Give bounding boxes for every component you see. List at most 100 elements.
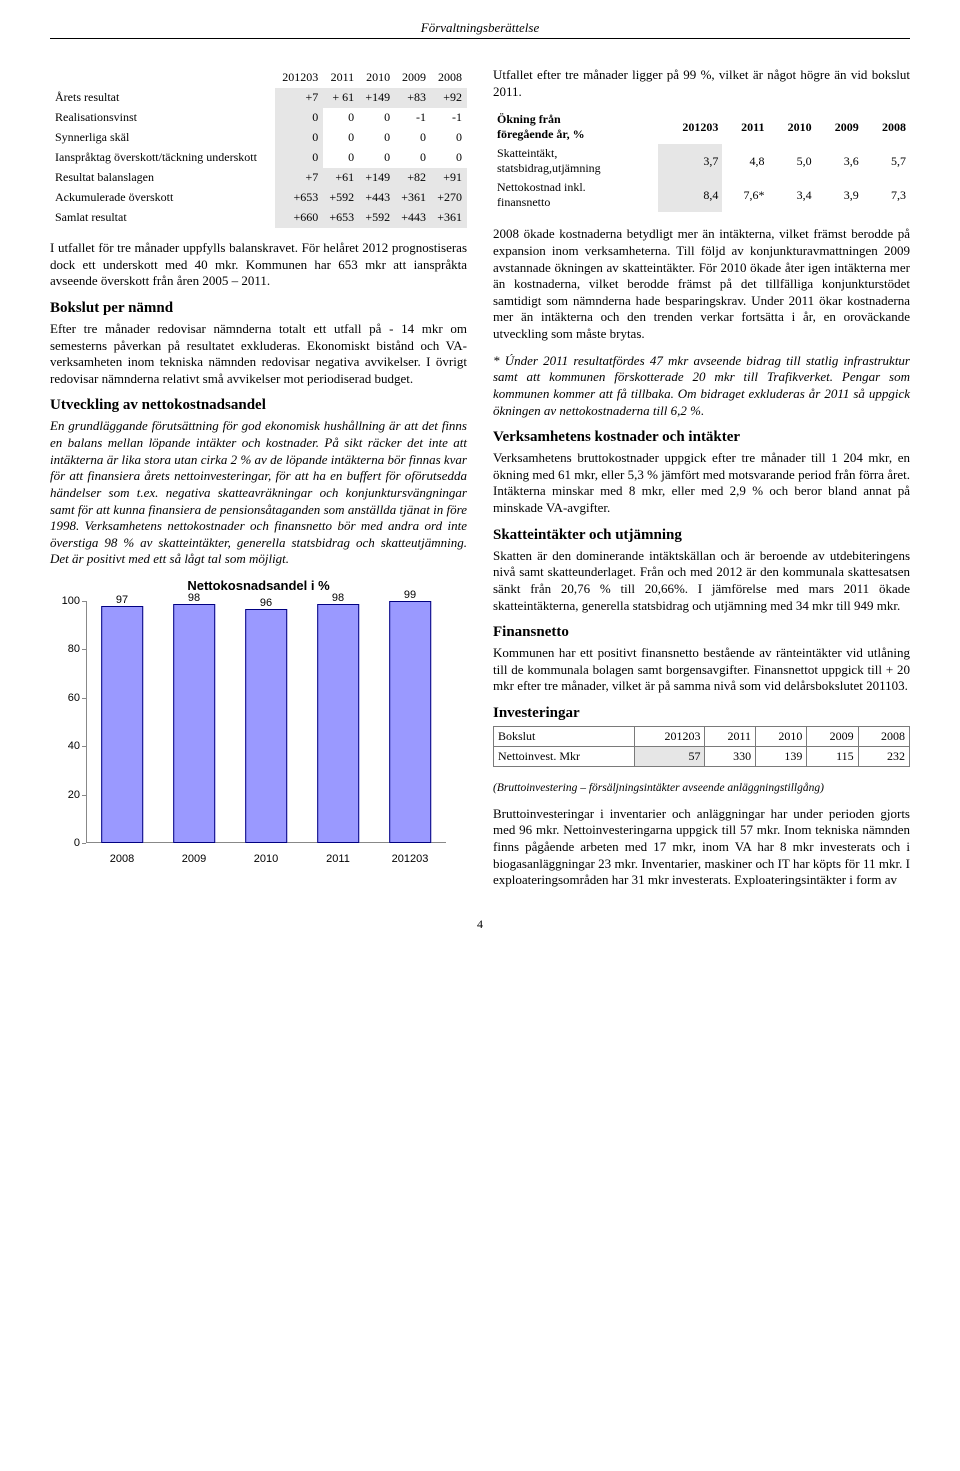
row-label-line: Skatteintäkt, — [497, 146, 557, 160]
cell: +653 — [275, 188, 323, 208]
table-row: Skatteintäkt, statsbidrag,utjämning 3,7 … — [493, 144, 910, 178]
cell: 0 — [323, 148, 359, 168]
paragraph: Bruttoinvesteringar i inventarier och an… — [493, 806, 910, 889]
cell: 7,6* — [722, 178, 768, 212]
bar-chart: 0204060801009720089820099620109820119920… — [50, 597, 450, 867]
row-label: Nettokostnad inkl. finansnetto — [493, 178, 658, 212]
row-label: Årets resultat — [51, 88, 275, 108]
cell: + 61 — [323, 88, 359, 108]
table-row: Årets resultat +7 + 61 +149 +83 +92 — [51, 88, 467, 108]
cell: 3,4 — [769, 178, 816, 212]
col-head: 2010 — [769, 110, 816, 144]
cell: +82 — [395, 168, 431, 188]
head-line1: Ökning från — [497, 112, 561, 126]
bar-value-label: 97 — [116, 594, 128, 606]
growth-table: Ökning från föregående år, % 201203 2011… — [493, 110, 910, 212]
bar — [389, 601, 431, 843]
x-tick-label: 2008 — [110, 853, 134, 865]
col-head: 2008 — [858, 727, 909, 747]
cell: 0 — [431, 128, 467, 148]
cell: 0 — [359, 148, 395, 168]
col-head: 201203 — [635, 727, 705, 747]
cell: -1 — [431, 108, 467, 128]
col-head: 2008 — [431, 68, 467, 88]
x-tick-label: 2009 — [182, 853, 206, 865]
y-tick-label: 60 — [50, 692, 80, 704]
cell: 5,7 — [863, 144, 910, 178]
head-cell: Ökning från föregående år, % — [493, 110, 658, 144]
cell: +270 — [431, 188, 467, 208]
bar — [101, 606, 143, 843]
cell: 0 — [275, 148, 323, 168]
heading-bokslut: Bokslut per nämnd — [50, 300, 467, 317]
paragraph: 2008 ökade kostnaderna betydligt mer än … — [493, 226, 910, 342]
row-label: Skatteintäkt, statsbidrag,utjämning — [493, 144, 658, 178]
y-tick-label: 100 — [50, 595, 80, 607]
col-head: 2010 — [359, 68, 395, 88]
cell: 330 — [705, 747, 756, 767]
head-line2: föregående år, % — [497, 127, 585, 141]
divider — [50, 38, 910, 39]
cell: 0 — [323, 108, 359, 128]
col-head: 2008 — [863, 110, 910, 144]
page: Förvaltningsberättelse 201203 2011 2010 … — [0, 0, 960, 962]
bar-value-label: 96 — [260, 597, 272, 609]
table-note: (Bruttoinvestering – försäljningsintäkte… — [493, 781, 910, 796]
cell: 3,9 — [816, 178, 863, 212]
cell: 8,4 — [658, 178, 723, 212]
cell: 5,0 — [769, 144, 816, 178]
cell: +361 — [395, 188, 431, 208]
cell: 3,7 — [658, 144, 723, 178]
paragraph: Verksamhetens bruttokostnader uppgick ef… — [493, 450, 910, 517]
paragraph: I utfallet för tre månader uppfylls bala… — [50, 240, 467, 290]
table-row: Ackumulerade överskott +653 +592 +443 +3… — [51, 188, 467, 208]
col-head: 2011 — [705, 727, 756, 747]
table-header-row: 201203 2011 2010 2009 2008 — [51, 68, 467, 88]
row-label: Samlat resultat — [51, 208, 275, 228]
col-head: 2009 — [816, 110, 863, 144]
col-head: 2011 — [722, 110, 768, 144]
row-label: Ianspråktag överskott/täckning underskot… — [51, 148, 275, 168]
table-row: Realisationsvinst 0 0 0 -1 -1 — [51, 108, 467, 128]
col-head: 201203 — [658, 110, 723, 144]
table-row: Synnerliga skäl 0 0 0 0 0 — [51, 128, 467, 148]
cell: 3,6 — [816, 144, 863, 178]
heading-investeringar: Investeringar — [493, 705, 910, 722]
invest-table: Bokslut 201203 2011 2010 2009 2008 Netto… — [493, 726, 910, 767]
table-header-row: Ökning från föregående år, % 201203 2011… — [493, 110, 910, 144]
y-tick-label: 0 — [50, 837, 80, 849]
cell: 0 — [275, 108, 323, 128]
paragraph-italic: En grundläggande förutsättning för god e… — [50, 418, 467, 568]
paragraph: Utfallet efter tre månader ligger på 99 … — [493, 67, 910, 100]
paragraph-italic: * Únder 2011 resultatfördes 47 mkr avsee… — [493, 353, 910, 420]
heading-skatte: Skatteintäkter och utjämning — [493, 527, 910, 544]
cell: +7 — [275, 168, 323, 188]
table-row: Resultat balanslagen +7 +61 +149 +82 +91 — [51, 168, 467, 188]
cell: 115 — [807, 747, 858, 767]
table-row: Bokslut 201203 2011 2010 2009 2008 — [494, 727, 910, 747]
col-head: 201203 — [275, 68, 323, 88]
row-label: Bokslut — [494, 727, 635, 747]
cell: +7 — [275, 88, 323, 108]
cell: +592 — [359, 208, 395, 228]
cell: 0 — [359, 108, 395, 128]
two-column-layout: 201203 2011 2010 2009 2008 Årets resulta… — [50, 67, 910, 899]
table-row: Nettokostnad inkl. finansnetto 8,4 7,6* … — [493, 178, 910, 212]
row-label: Ackumulerade överskott — [51, 188, 275, 208]
cell: +83 — [395, 88, 431, 108]
cell: 232 — [858, 747, 909, 767]
cell: +91 — [431, 168, 467, 188]
cell: +61 — [323, 168, 359, 188]
row-label-line: statsbidrag,utjämning — [497, 161, 601, 175]
table-row: Ianspråktag överskott/täckning underskot… — [51, 148, 467, 168]
paragraph: Kommunen har ett positivt finansnetto be… — [493, 645, 910, 695]
x-tick-label: 2011 — [326, 853, 350, 865]
y-tick-label: 20 — [50, 789, 80, 801]
row-label: Synnerliga skäl — [51, 128, 275, 148]
cell: 0 — [275, 128, 323, 148]
left-column: 201203 2011 2010 2009 2008 Årets resulta… — [50, 67, 467, 899]
row-label: Resultat balanslagen — [51, 168, 275, 188]
table-row: Nettoinvest. Mkr 57 330 139 115 232 — [494, 747, 910, 767]
right-column: Utfallet efter tre månader ligger på 99 … — [493, 67, 910, 899]
row-label: Realisationsvinst — [51, 108, 275, 128]
